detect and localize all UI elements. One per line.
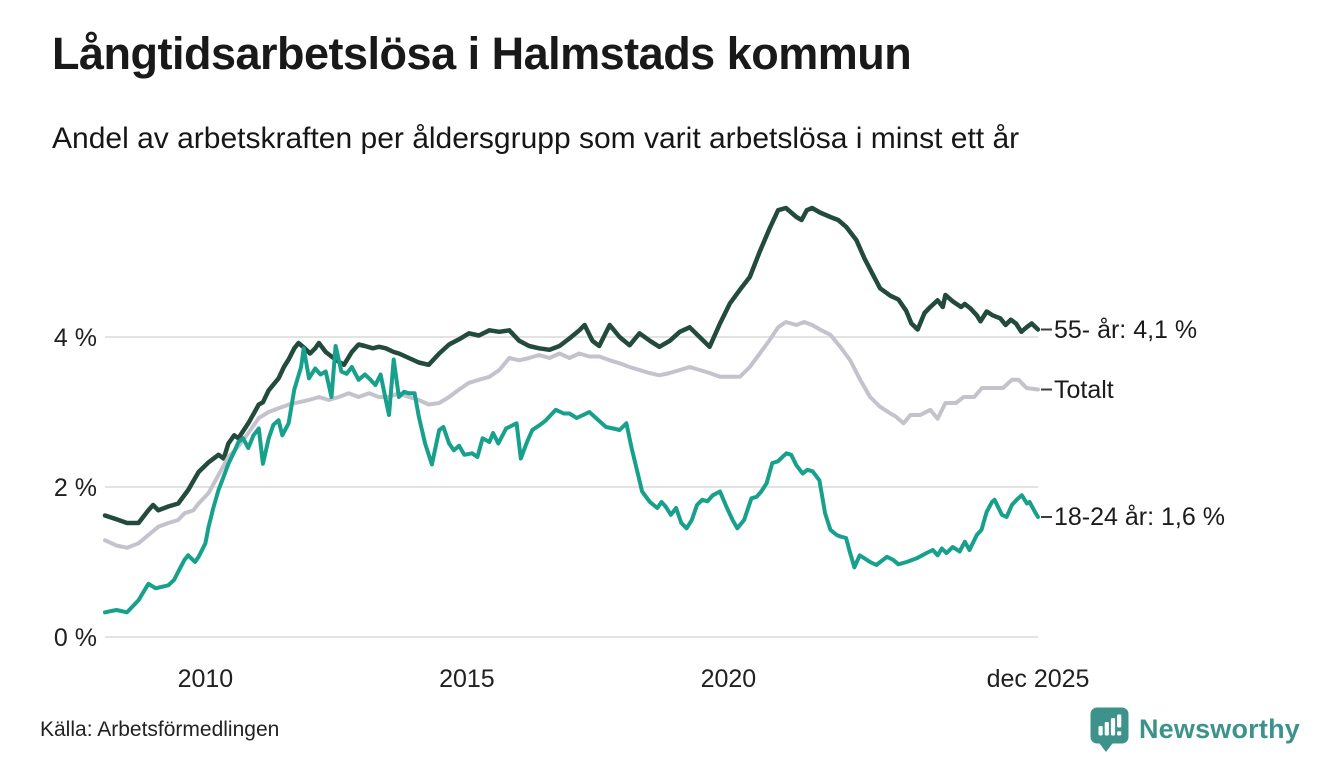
newsworthy-logo: Newsworthy bbox=[1089, 706, 1300, 753]
page-subtitle: Andel av arbetskraften per åldersgrupp s… bbox=[52, 122, 1020, 155]
x-tick-2015: 2015 bbox=[439, 665, 495, 693]
y-tick-0: 0 % bbox=[54, 624, 97, 652]
series-line-55--år bbox=[102, 205, 1041, 526]
series-lines bbox=[102, 205, 1052, 615]
series-end-label-totalt: Totalt bbox=[1054, 375, 1114, 404]
newsworthy-bubble-chart-icon bbox=[1090, 707, 1129, 752]
series-end-label-18-24: 18-24 år: 1,6 % bbox=[1054, 503, 1225, 531]
x-tick-2010: 2010 bbox=[178, 665, 234, 693]
gridlines bbox=[105, 336, 1038, 638]
x-tick-2020: 2020 bbox=[701, 665, 757, 693]
y-tick-4: 4 % bbox=[54, 324, 97, 352]
series-line-Totalt bbox=[103, 320, 1040, 550]
series-end-label-55: 55- år: 4,1 % bbox=[1054, 315, 1198, 344]
y-tick-2: 2 % bbox=[54, 474, 97, 502]
source-note: Källa: Arbetsförmedlingen bbox=[40, 718, 280, 741]
axis-labels: 0 % 2 % 4 % 2010 2015 2020 dec 2025 bbox=[54, 324, 1090, 693]
x-tick-dec-2025: dec 2025 bbox=[987, 665, 1090, 693]
newsworthy-wordmark: Newsworthy bbox=[1138, 714, 1300, 744]
series-line-18-24-år bbox=[103, 344, 1040, 615]
page-title: Långtidsarbetslösa i Halmstads kommun bbox=[52, 28, 912, 79]
